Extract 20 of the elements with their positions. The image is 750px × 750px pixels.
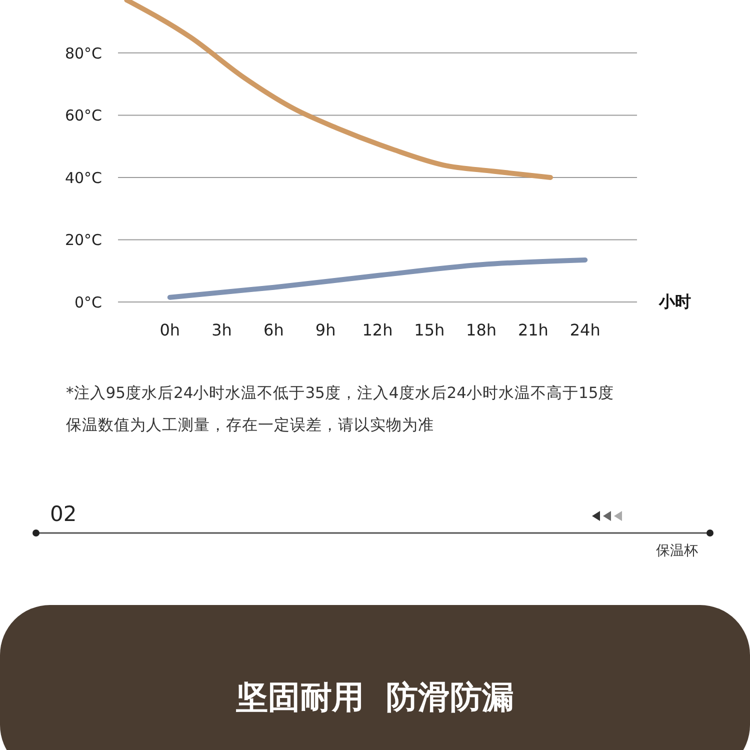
text: *注入95度水后24小时水温不低于35度，注入4度水后24小时水温不高于15度 bbox=[66, 383, 614, 404]
text: 坚固耐用 防滑防漏 bbox=[234, 677, 516, 718]
x-tick-label: 15h bbox=[414, 320, 445, 340]
y-tick-label: 60°C bbox=[64, 106, 102, 125]
x-tick-label: 9h bbox=[315, 320, 336, 340]
x-tick-label: 18h bbox=[466, 320, 497, 340]
text: 保温杯 bbox=[656, 542, 698, 560]
x-tick-label: 12h bbox=[362, 320, 393, 340]
x-axis-title: 小时 bbox=[659, 292, 691, 313]
x-tick-label: 6h bbox=[264, 320, 284, 340]
y-tick-label: 20°C bbox=[64, 231, 102, 250]
y-tick-label: 40°C bbox=[64, 168, 102, 187]
text: 02 bbox=[50, 502, 77, 526]
y-tick-label: 80°C bbox=[64, 44, 102, 62]
x-tick-label: 3h bbox=[212, 320, 232, 340]
x-tick-label: 0h bbox=[160, 320, 180, 340]
x-tick-label: 21h bbox=[518, 320, 548, 340]
x-tick-label: 24h bbox=[570, 320, 600, 340]
y-tick-label: 0°C bbox=[74, 293, 102, 312]
text: 保温数值为人工测量，存在一定误差，请以实物为准 bbox=[66, 415, 434, 436]
